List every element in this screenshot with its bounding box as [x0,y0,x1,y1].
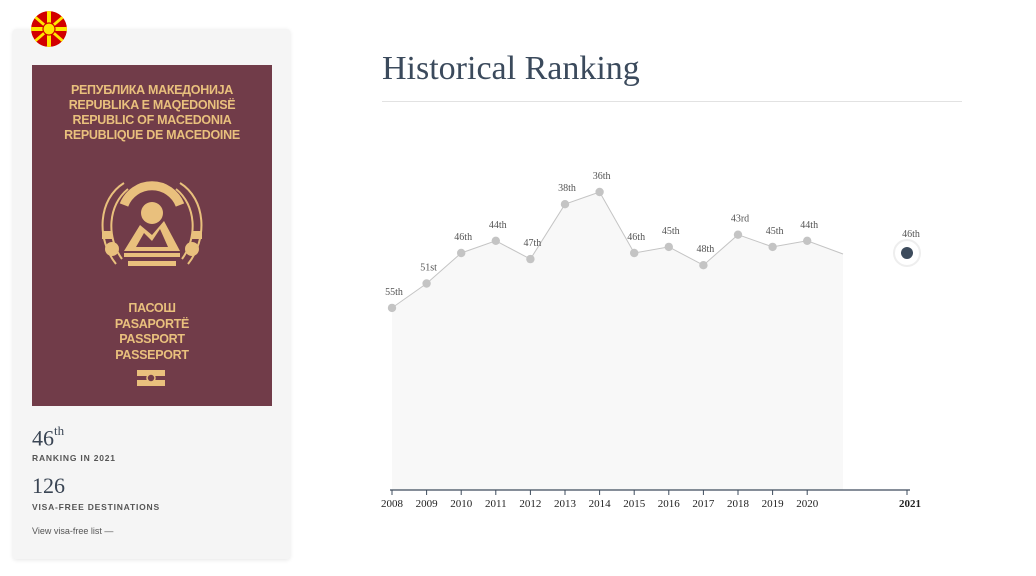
x-tick-label: 2012 [519,498,541,510]
x-tick-label: 2013 [554,498,577,510]
visa-free-count: 126 [32,473,65,498]
x-tick-label: 2010 [450,498,473,510]
x-tick-label: 2016 [658,498,681,510]
data-label: 48th [697,244,715,255]
data-label: 44th [800,220,818,231]
data-label: 46th [627,232,645,243]
data-point[interactable] [733,230,743,239]
data-label: 44th [489,220,507,231]
x-tick-label: 2017 [692,498,715,510]
data-point[interactable] [526,254,535,264]
data-point[interactable] [664,242,673,252]
data-label: 46th [902,229,920,240]
passport-line: PASSPORT [119,332,185,346]
data-point[interactable] [630,248,639,258]
passport-line: REPUBLIKA E MAQEDONISË [68,98,236,112]
x-tick-label: 2011 [485,498,507,510]
data-label: 43rd [731,214,749,225]
ranking-value: 46th [32,423,65,451]
passport-top-text: РЕПУБЛИКА МАКЕДОНИЈА REPUBLIKA E MAQEDON… [32,83,272,143]
data-point[interactable] [560,200,570,209]
visa-free-label: VISA-FREE DESTINATIONS [32,502,160,512]
data-label: 45th [662,226,680,237]
data-point[interactable] [422,279,431,288]
ranking-suffix: th [54,423,65,438]
data-point[interactable] [803,236,812,245]
passport-line: ПАСОШ [128,301,176,315]
view-visa-free-list-link[interactable]: View visa-free list — [32,526,114,536]
biometric-chip-icon [137,370,165,386]
x-tick-label: 2020 [796,498,819,510]
data-label: 47th [524,238,542,249]
data-label: 36th [593,171,611,182]
passport-line: РЕПУБЛИКА МАКЕДОНИЈА [70,83,234,97]
passport-line: REPUBLIC OF MACEDONIA [72,113,232,127]
data-label: 46th [454,232,472,243]
x-tick-label: 2019 [762,498,785,510]
data-label: 38th [558,183,576,194]
data-point[interactable] [699,261,708,270]
coat-of-arms-icon [101,181,203,266]
ranking-label: RANKING IN 2021 [32,453,116,463]
x-tick-label: 2021 [899,498,921,510]
passport-cover-image: РЕПУБЛИКА МАКЕДОНИЈА REPUBLIKA E MAQEDON… [32,65,272,406]
passport-bottom-text: ПАСОШ PASAPORTË PASSPORT PASSEPORT [32,301,272,363]
data-label: 45th [766,226,784,237]
data-point[interactable] [768,242,777,252]
ranking-line [391,191,844,309]
passport-line: PASSEPORT [115,347,189,362]
macedonia-flag-icon [31,11,67,47]
data-label: 55th [385,287,403,298]
title-divider [382,101,962,102]
data-point[interactable] [457,248,466,258]
ranking-number: 46 [32,425,54,451]
ranking-area [392,192,843,490]
data-label: 51st [420,263,437,274]
highlight-data-point[interactable] [901,247,913,259]
chart-title: Historical Ranking [382,50,640,87]
data-point[interactable] [595,187,604,197]
passport-line: REPUBLIQUE DE MACEDOINE [64,128,240,142]
passport-card: РЕПУБЛИКА МАКЕДОНИЈА REPUBLIKA E MAQEDON… [13,29,290,559]
x-tick-label: 2018 [727,498,750,510]
data-point[interactable] [491,236,500,245]
x-tick-label: 2014 [589,498,612,510]
x-tick-label: 2008 [381,498,404,510]
data-point[interactable] [387,303,397,313]
x-tick-label: 2015 [623,498,646,510]
x-tick-label: 2009 [416,498,439,510]
passport-line: PASAPORTË [114,316,190,331]
